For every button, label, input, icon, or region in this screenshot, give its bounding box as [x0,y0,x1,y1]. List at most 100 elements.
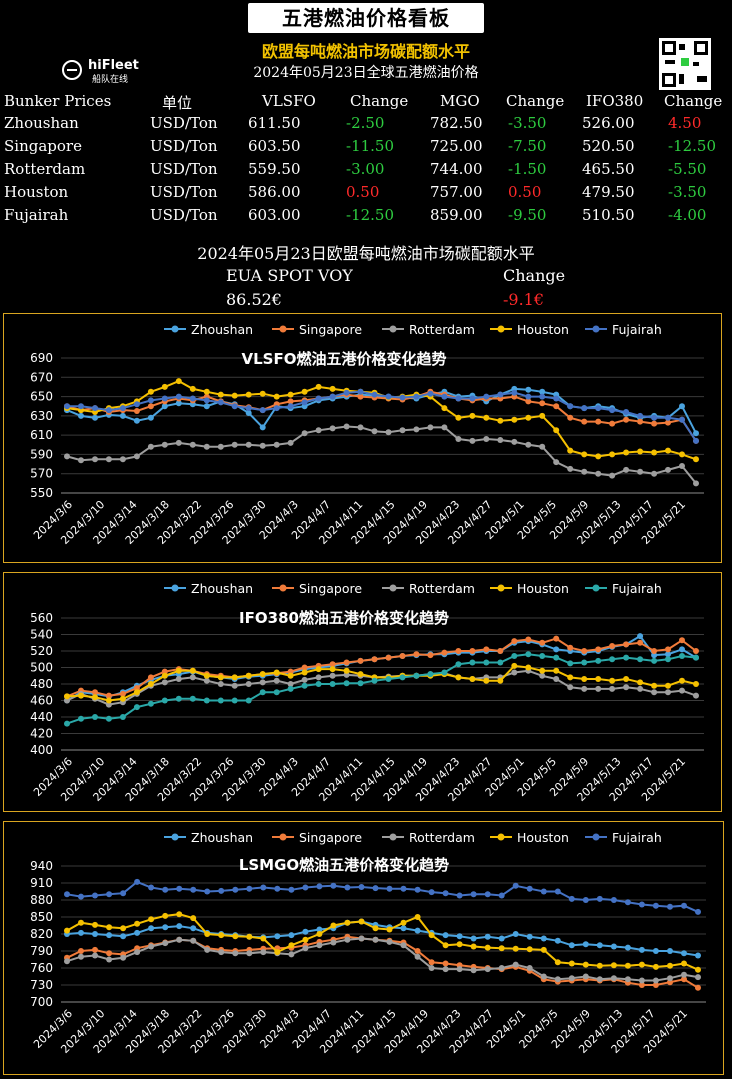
data-point [679,677,685,684]
data-point [371,656,378,663]
data-point [162,886,169,893]
data-point [665,447,671,454]
header: 五港燃油价格看板 [0,0,732,36]
data-point [637,639,644,646]
data-point [413,426,420,433]
data-point [161,697,168,704]
data-point [147,674,154,681]
y-tick-label: 560 [30,611,53,625]
data-point [665,651,671,658]
data-point [609,685,616,692]
data-point [273,677,280,684]
data-point [637,468,644,475]
data-point [64,693,70,700]
table-cell-vlsfo: 586.00 [248,183,301,201]
data-point [134,878,141,885]
y-tick-label: 790 [30,944,53,958]
series-line [66,637,697,698]
data-point [147,397,154,404]
data-point [427,652,434,659]
legend-item: Zhoushan [164,322,253,337]
y-tick-label: 460 [30,694,53,708]
data-point [385,393,392,400]
table-header: MGO [440,92,480,110]
data-point [525,414,532,421]
data-point [582,973,589,980]
data-point [483,436,490,442]
data-point [469,676,476,682]
data-point [288,951,295,958]
table-cell-ifo: 479.50 [582,183,635,201]
data-point [203,403,210,410]
data-point [372,925,379,932]
data-point [553,395,560,402]
data-point [343,680,350,687]
table-header: Bunker Prices [4,92,112,110]
data-point [64,927,70,934]
data-point [511,438,518,445]
data-point [428,889,435,896]
data-point [414,953,421,960]
data-point [232,933,239,940]
data-point [679,416,685,423]
data-point [147,414,154,421]
data-point [315,674,322,681]
data-point [456,966,463,973]
data-point [679,646,685,653]
data-point [498,965,505,971]
data-point [315,427,322,434]
data-point [147,681,154,687]
data-point [190,886,197,893]
data-point [455,414,462,421]
data-point [610,943,617,950]
data-point [315,666,322,673]
data-point [92,694,98,701]
data-point [581,659,588,666]
table-cell-ifo-chg: -5.50 [668,160,707,178]
data-point [553,646,560,653]
legend-label: Singapore [299,322,362,337]
table-cell-unit: USD/Ton [150,160,218,178]
data-point [217,443,224,450]
data-point [120,890,127,897]
data-point [539,667,546,674]
data-point [78,403,84,410]
y-tick-label: 670 [30,370,53,384]
table-row: Fujairah USD/Ton 603.00 -12.50 859.00 -9.50 51… [0,206,732,228]
data-point [189,674,196,681]
data-point [568,895,575,902]
table-cell-ifo: 520.50 [582,137,635,155]
legend-marker [497,833,505,841]
data-point [371,391,378,398]
data-point [428,932,435,939]
legend-item: Houston [490,322,569,337]
data-point [512,945,519,952]
table-cell-mgo-chg: 0.50 [508,183,542,201]
y-tick-label: 570 [30,467,53,481]
data-point [78,692,84,699]
data-point [105,692,112,699]
data-point [175,393,182,400]
data-point [667,948,673,954]
series-line [66,937,699,982]
series-line [66,880,699,913]
data-point [581,418,588,425]
data-point [218,932,225,939]
legend-label: Zhoushan [191,830,253,845]
table-cell-mgo-chg: -7.50 [508,137,547,155]
data-point [301,669,308,676]
data-point [554,976,561,983]
data-point [330,939,337,946]
table-header-row: Bunker Prices 单位 VLSFO Change MGO Change… [0,92,732,114]
data-point [693,437,699,444]
data-point [357,424,364,431]
data-point [610,897,617,903]
data-point [695,974,701,981]
legend-label: Rotterdam [409,830,475,845]
data-point [470,935,477,942]
table-cell-mgo: 782.50 [430,114,483,132]
data-point [64,891,70,898]
legend-marker [279,833,287,841]
data-point [92,405,98,412]
data-point [329,672,336,679]
